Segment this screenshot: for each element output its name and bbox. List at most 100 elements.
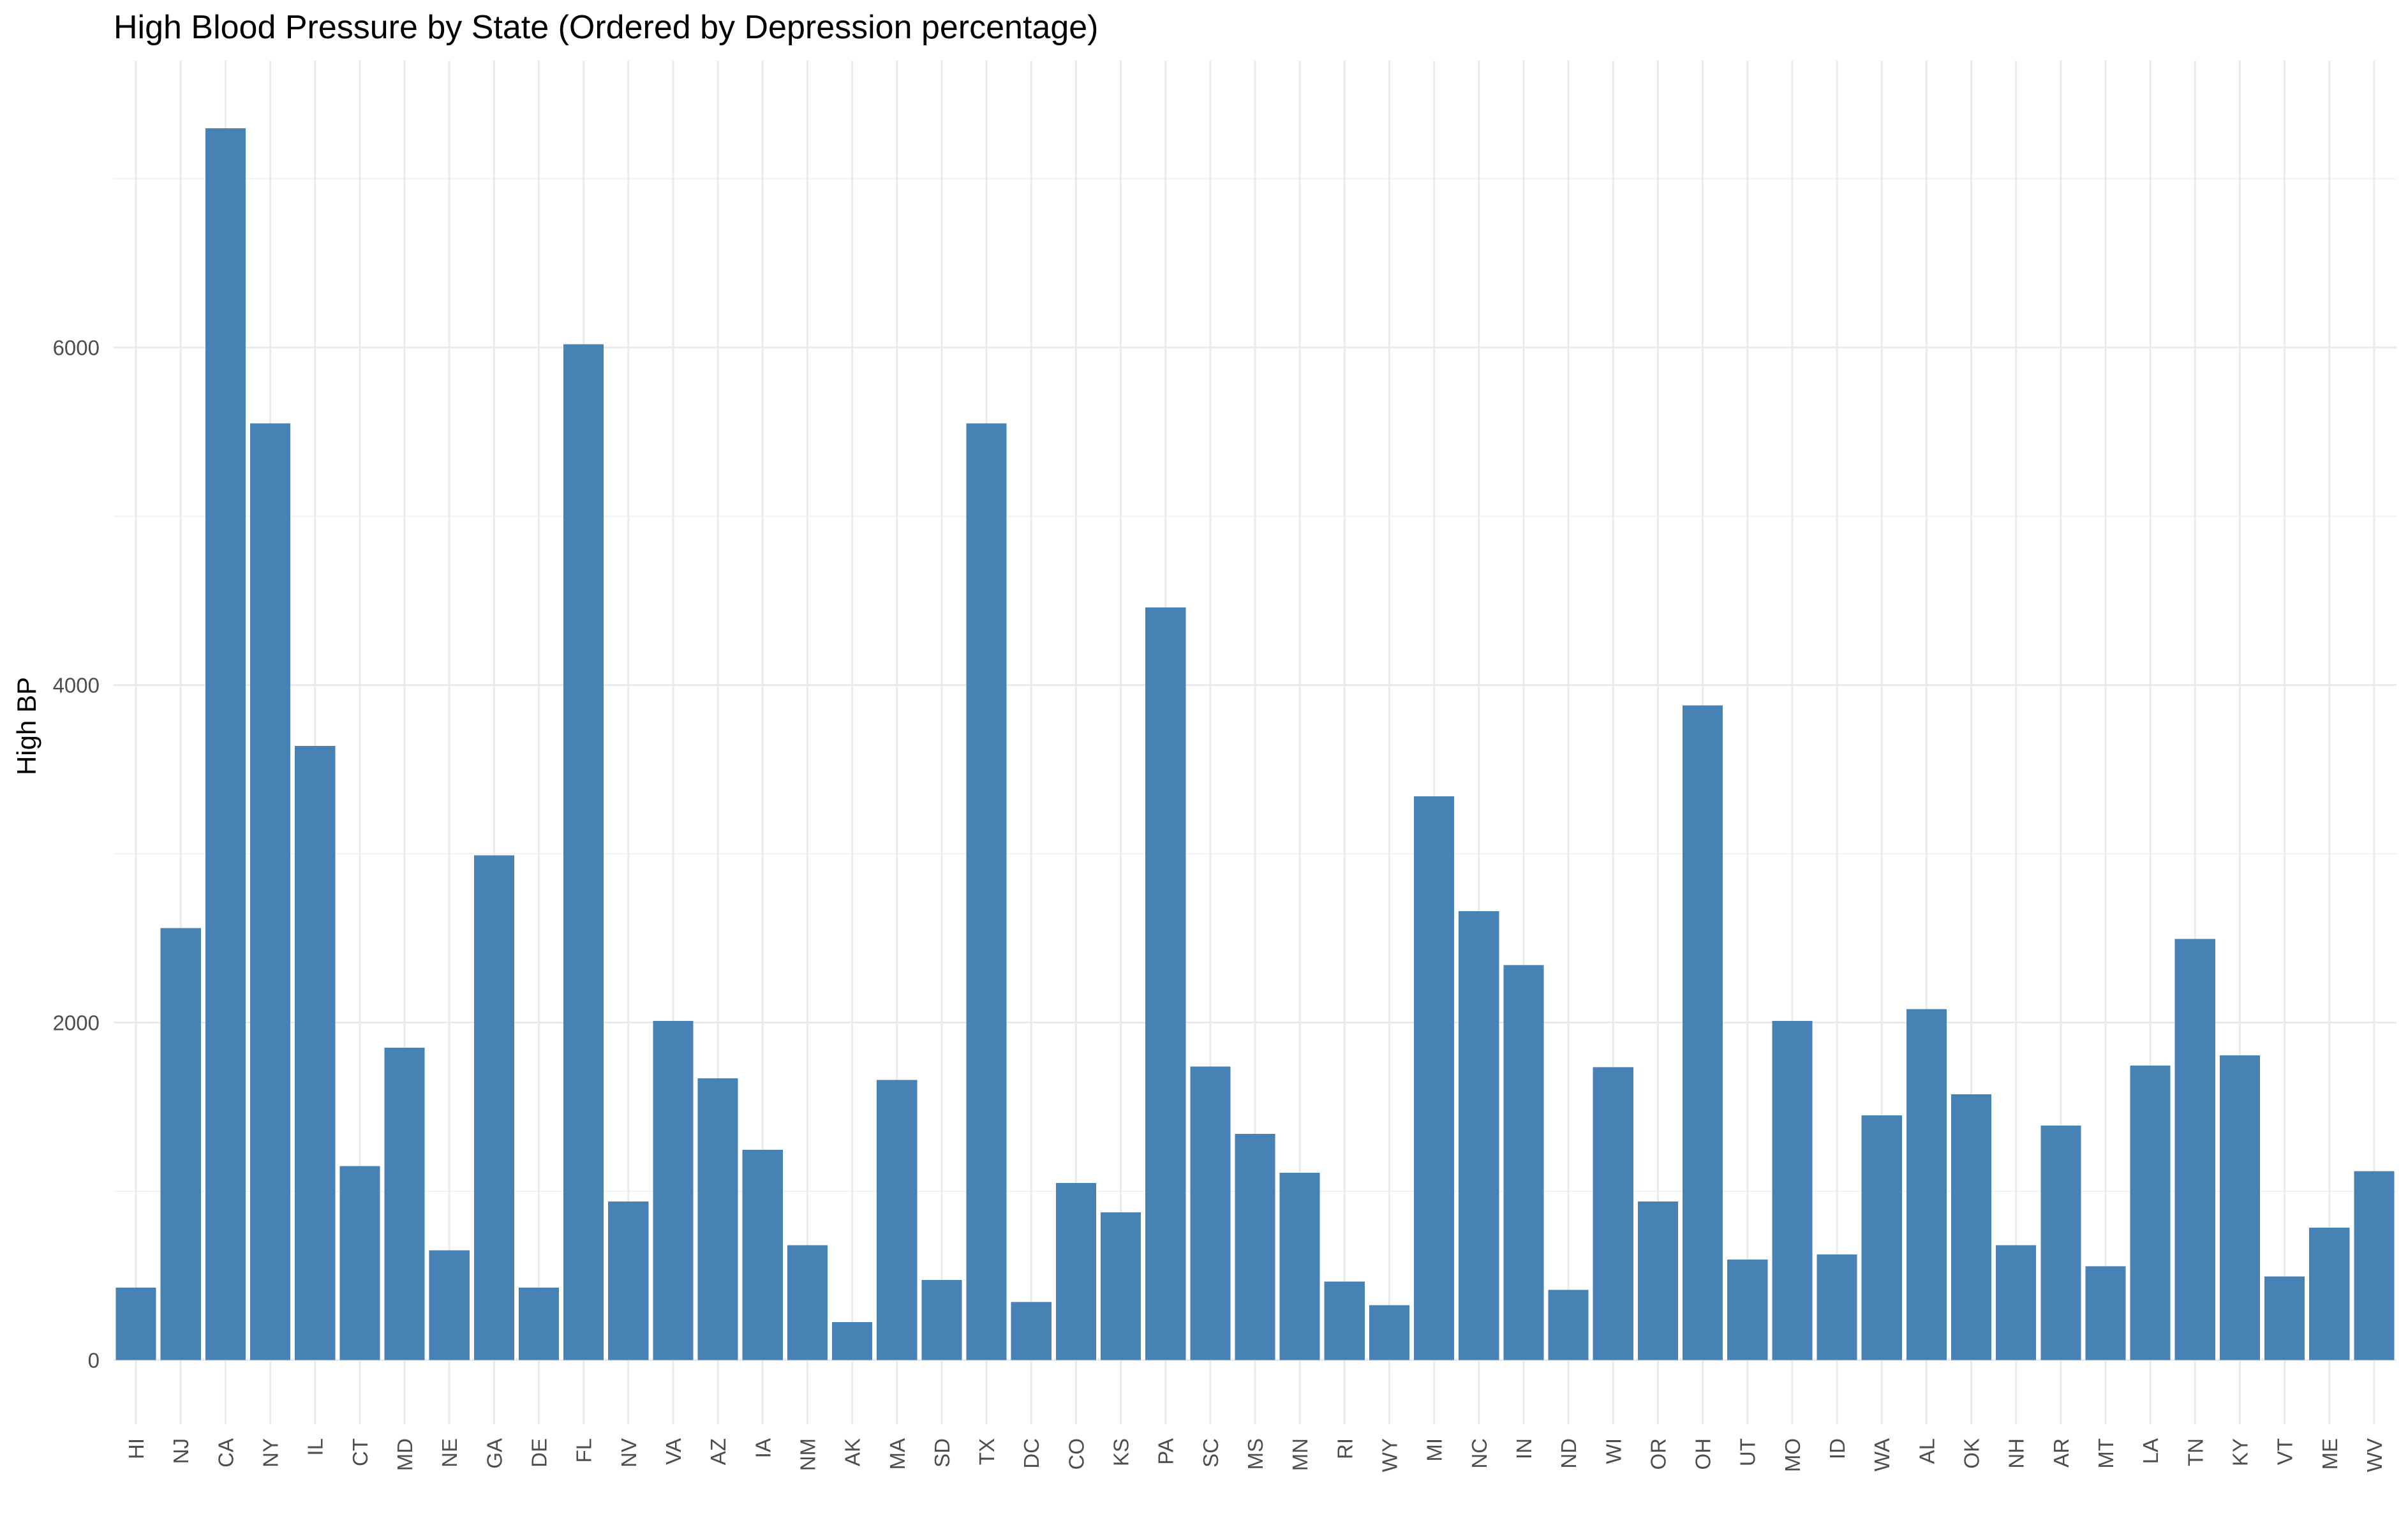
bar-al — [1906, 1009, 1947, 1360]
bar-ct — [339, 1166, 380, 1360]
y-axis-ticks: 0 2000 4000 6000 — [53, 336, 100, 1372]
x-tick-label-va: VA — [662, 1438, 685, 1465]
x-tick-label-ms: MS — [1244, 1438, 1267, 1470]
bar-ia — [742, 1150, 783, 1360]
x-tick-label-ut: UT — [1736, 1438, 1760, 1466]
bar-ne — [429, 1250, 470, 1360]
x-tick-label-dc: DC — [1020, 1438, 1043, 1469]
x-tick-label-mt: MT — [2094, 1438, 2118, 1469]
x-tick-label-tx: TX — [975, 1438, 999, 1465]
bar-wy — [1369, 1305, 1410, 1360]
x-tick-label-mn: MN — [1288, 1438, 1312, 1471]
x-tick-label-nv: NV — [617, 1438, 641, 1468]
x-tick-label-il: IL — [304, 1438, 327, 1456]
bar-ky — [2219, 1055, 2261, 1360]
bar-ut — [1727, 1260, 1768, 1360]
x-tick-label-oh: OH — [1691, 1438, 1715, 1470]
x-tick-label-ma: MA — [886, 1438, 909, 1470]
bar-nj — [160, 928, 201, 1360]
x-tick-label-md: MD — [393, 1438, 417, 1471]
bar-mn — [1279, 1172, 1320, 1360]
bar-ca — [205, 128, 246, 1360]
bar-ks — [1100, 1212, 1141, 1360]
bar-nc — [1459, 911, 1499, 1360]
bar-mi — [1414, 796, 1455, 1360]
bar-ak — [832, 1321, 873, 1360]
y-tick-label: 0 — [88, 1348, 100, 1372]
x-tick-label-ia: IA — [751, 1438, 775, 1458]
x-tick-label-or: OR — [1646, 1438, 1670, 1470]
x-tick-label-tn: TN — [2183, 1438, 2207, 1466]
bar-ms — [1235, 1134, 1275, 1360]
bar-la — [2130, 1065, 2171, 1360]
x-tick-label-mi: MI — [1423, 1438, 1446, 1462]
x-tick-label-nj: NJ — [169, 1438, 193, 1464]
bar-tn — [2174, 939, 2215, 1360]
bar-nm — [787, 1245, 828, 1360]
x-tick-label-nd: ND — [1557, 1438, 1580, 1469]
y-tick-label: 2000 — [53, 1011, 100, 1035]
bar-ma — [877, 1080, 918, 1360]
bar-oh — [1683, 705, 1723, 1360]
bar-dc — [1011, 1302, 1052, 1360]
x-tick-label-ks: KS — [1110, 1438, 1133, 1466]
x-tick-label-ca: CA — [214, 1438, 237, 1468]
x-tick-label-ct: CT — [348, 1438, 372, 1466]
bar-or — [1637, 1201, 1678, 1360]
bar-va — [653, 1020, 694, 1360]
bar-md — [384, 1048, 425, 1360]
bar-nd — [1548, 1290, 1589, 1360]
bar-ga — [473, 855, 514, 1360]
x-tick-label-mo: MO — [1781, 1438, 1804, 1472]
bar-mo — [1772, 1020, 1813, 1360]
y-axis-title: High BP — [11, 677, 41, 775]
x-tick-label-de: DE — [527, 1438, 551, 1468]
bar-de — [518, 1287, 560, 1360]
x-tick-label-pa: PA — [1154, 1438, 1178, 1465]
bar-mt — [2085, 1266, 2126, 1360]
x-tick-label-vt: VT — [2273, 1438, 2297, 1465]
x-tick-label-hi: HI — [124, 1438, 148, 1459]
bar-nv — [608, 1201, 649, 1360]
x-tick-label-ky: KY — [2228, 1438, 2252, 1466]
x-tick-label-nh: NH — [2005, 1438, 2028, 1469]
bar-ny — [249, 423, 291, 1360]
x-axis-ticks: HI NJ CA NY IL CT MD NE GA DE FL NV VA AZ IA NM AK MA SD TX… — [124, 1438, 2386, 1472]
x-tick-label-sd: SD — [930, 1438, 954, 1468]
y-tick-label: 4000 — [53, 674, 100, 697]
bar-ok — [1951, 1094, 1992, 1360]
bar-vt — [2264, 1276, 2305, 1360]
x-tick-label-wi: WI — [1602, 1438, 1625, 1464]
bar-wv — [2354, 1171, 2395, 1360]
x-tick-label-id: ID — [1825, 1438, 1849, 1459]
x-tick-label-la: LA — [2139, 1438, 2162, 1464]
bar-co — [1055, 1182, 1096, 1360]
bar-nh — [1996, 1245, 2037, 1360]
bar-wi — [1593, 1067, 1633, 1360]
bar-id — [1817, 1254, 1857, 1360]
x-tick-label-ar: AR — [2049, 1438, 2073, 1468]
x-tick-label-fl: FL — [572, 1438, 596, 1463]
bar-sd — [921, 1279, 962, 1360]
chart-title: High Blood Pressure by State (Ordered by… — [114, 9, 1098, 46]
bar-ri — [1324, 1281, 1365, 1360]
x-tick-label-wv: WV — [2363, 1438, 2386, 1472]
x-tick-label-ak: AK — [841, 1438, 865, 1466]
x-tick-label-wa: WA — [1870, 1438, 1894, 1471]
bar-fl — [563, 344, 604, 1360]
bar-il — [295, 745, 336, 1360]
x-tick-label-co: CO — [1064, 1438, 1088, 1470]
x-tick-label-az: AZ — [706, 1438, 730, 1465]
bar-tx — [966, 423, 1007, 1360]
bar-pa — [1145, 607, 1186, 1360]
bar-ar — [2040, 1125, 2081, 1360]
x-tick-label-me: ME — [2318, 1438, 2342, 1470]
bar-wa — [1861, 1115, 1902, 1360]
x-tick-label-in: IN — [1512, 1438, 1536, 1459]
x-tick-label-wy: WY — [1378, 1438, 1401, 1472]
bar-az — [697, 1078, 738, 1360]
y-tick-label: 6000 — [53, 336, 100, 360]
x-tick-label-ne: NE — [438, 1438, 461, 1468]
x-tick-label-sc: SC — [1199, 1438, 1223, 1468]
